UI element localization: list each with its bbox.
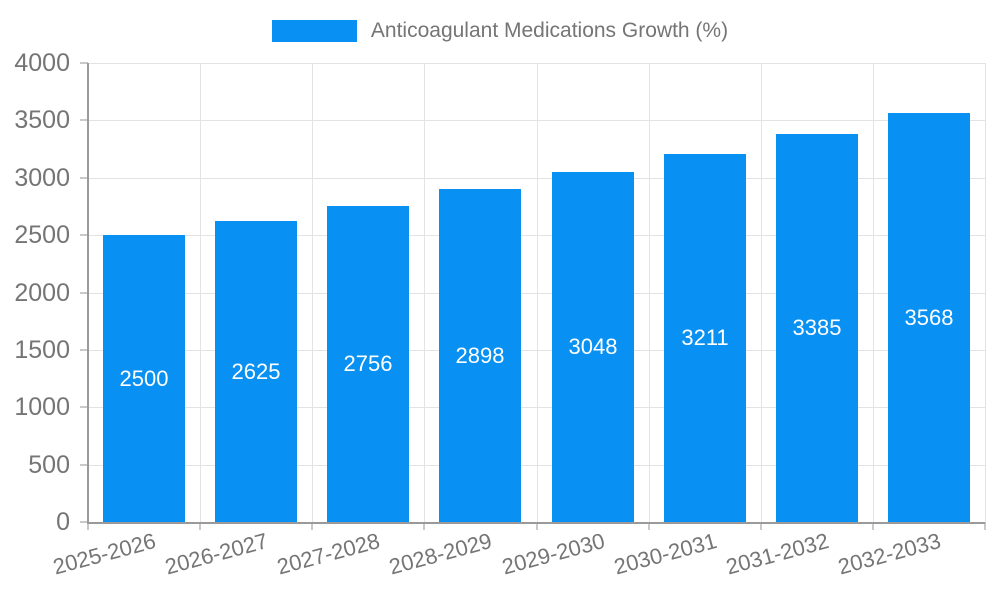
y-axis-tick — [80, 62, 88, 64]
x-tick-label: 2031-2032 — [723, 528, 832, 580]
y-gridline — [88, 465, 985, 466]
bar: 3568 — [888, 113, 970, 522]
bar-value-label: 3048 — [568, 334, 618, 359]
chart-legend: Anticoagulant Medications Growth (%) — [0, 19, 1000, 43]
x-tick-label: 2032-2033 — [835, 528, 944, 580]
y-gridline — [88, 350, 985, 351]
bar-value-label: 2625 — [231, 359, 281, 384]
y-tick-label: 2500 — [14, 221, 70, 249]
x-gridline — [649, 63, 650, 522]
y-tick-label: 1500 — [14, 336, 70, 364]
x-gridline — [200, 63, 201, 522]
y-axis-tick — [80, 349, 88, 351]
y-axis-line — [87, 63, 89, 522]
y-gridline — [88, 235, 985, 236]
x-gridline — [985, 63, 986, 522]
x-tick-label: 2025-2026 — [50, 528, 159, 580]
x-axis-tick — [648, 522, 650, 530]
y-tick-label: 500 — [28, 451, 70, 479]
x-axis-tick — [536, 522, 538, 530]
x-axis-line — [87, 522, 985, 524]
x-axis-tick — [984, 522, 986, 530]
bar-value-label: 3385 — [792, 315, 842, 340]
legend-label: Anticoagulant Medications Growth (%) — [370, 19, 729, 42]
y-axis-tick — [80, 119, 88, 121]
bar: 2898 — [439, 189, 521, 522]
y-tick-label: 2000 — [14, 279, 70, 307]
y-gridline — [88, 407, 985, 408]
x-tick-label: 2028-2029 — [386, 528, 495, 580]
x-tick-label: 2027-2028 — [274, 528, 383, 580]
y-axis-tick — [80, 521, 88, 523]
x-axis-tick — [311, 522, 313, 530]
y-tick-label: 3000 — [14, 164, 70, 192]
x-axis-tick — [87, 522, 89, 530]
bar: 2756 — [327, 206, 409, 522]
y-tick-label: 0 — [56, 508, 70, 536]
x-tick-label: 2026-2027 — [162, 528, 271, 580]
bar: 2500 — [103, 235, 185, 522]
y-axis-tick — [80, 292, 88, 294]
bar-value-label: 2756 — [343, 351, 393, 376]
x-axis-tick — [423, 522, 425, 530]
y-axis-tick — [80, 406, 88, 408]
x-gridline — [761, 63, 762, 522]
x-gridline — [312, 63, 313, 522]
legend-swatch — [271, 20, 357, 42]
y-gridline — [88, 293, 985, 294]
x-tick-label: 2029-2030 — [499, 528, 608, 580]
bar: 3048 — [552, 172, 634, 522]
bar-value-label: 2500 — [119, 366, 169, 391]
y-axis-tick — [80, 234, 88, 236]
x-gridline — [424, 63, 425, 522]
x-axis-tick — [872, 522, 874, 530]
x-axis-tick — [760, 522, 762, 530]
y-axis-tick — [80, 177, 88, 179]
x-axis-tick — [199, 522, 201, 530]
x-gridline — [873, 63, 874, 522]
y-tick-label: 4000 — [14, 49, 70, 77]
bar-value-label: 3211 — [681, 325, 729, 350]
y-tick-label: 3500 — [14, 106, 70, 134]
bar: 2625 — [215, 221, 297, 522]
y-gridline — [88, 120, 985, 121]
y-axis-tick — [80, 464, 88, 466]
bar-value-label: 3568 — [904, 305, 954, 330]
x-tick-label: 2030-2031 — [611, 528, 720, 580]
y-tick-label: 1000 — [14, 393, 70, 421]
x-gridline — [537, 63, 538, 522]
y-gridline — [88, 178, 985, 179]
bar: 3211 — [664, 154, 746, 522]
y-gridline — [88, 63, 985, 64]
bar-value-label: 2898 — [455, 343, 505, 368]
bar: 3385 — [776, 134, 858, 522]
